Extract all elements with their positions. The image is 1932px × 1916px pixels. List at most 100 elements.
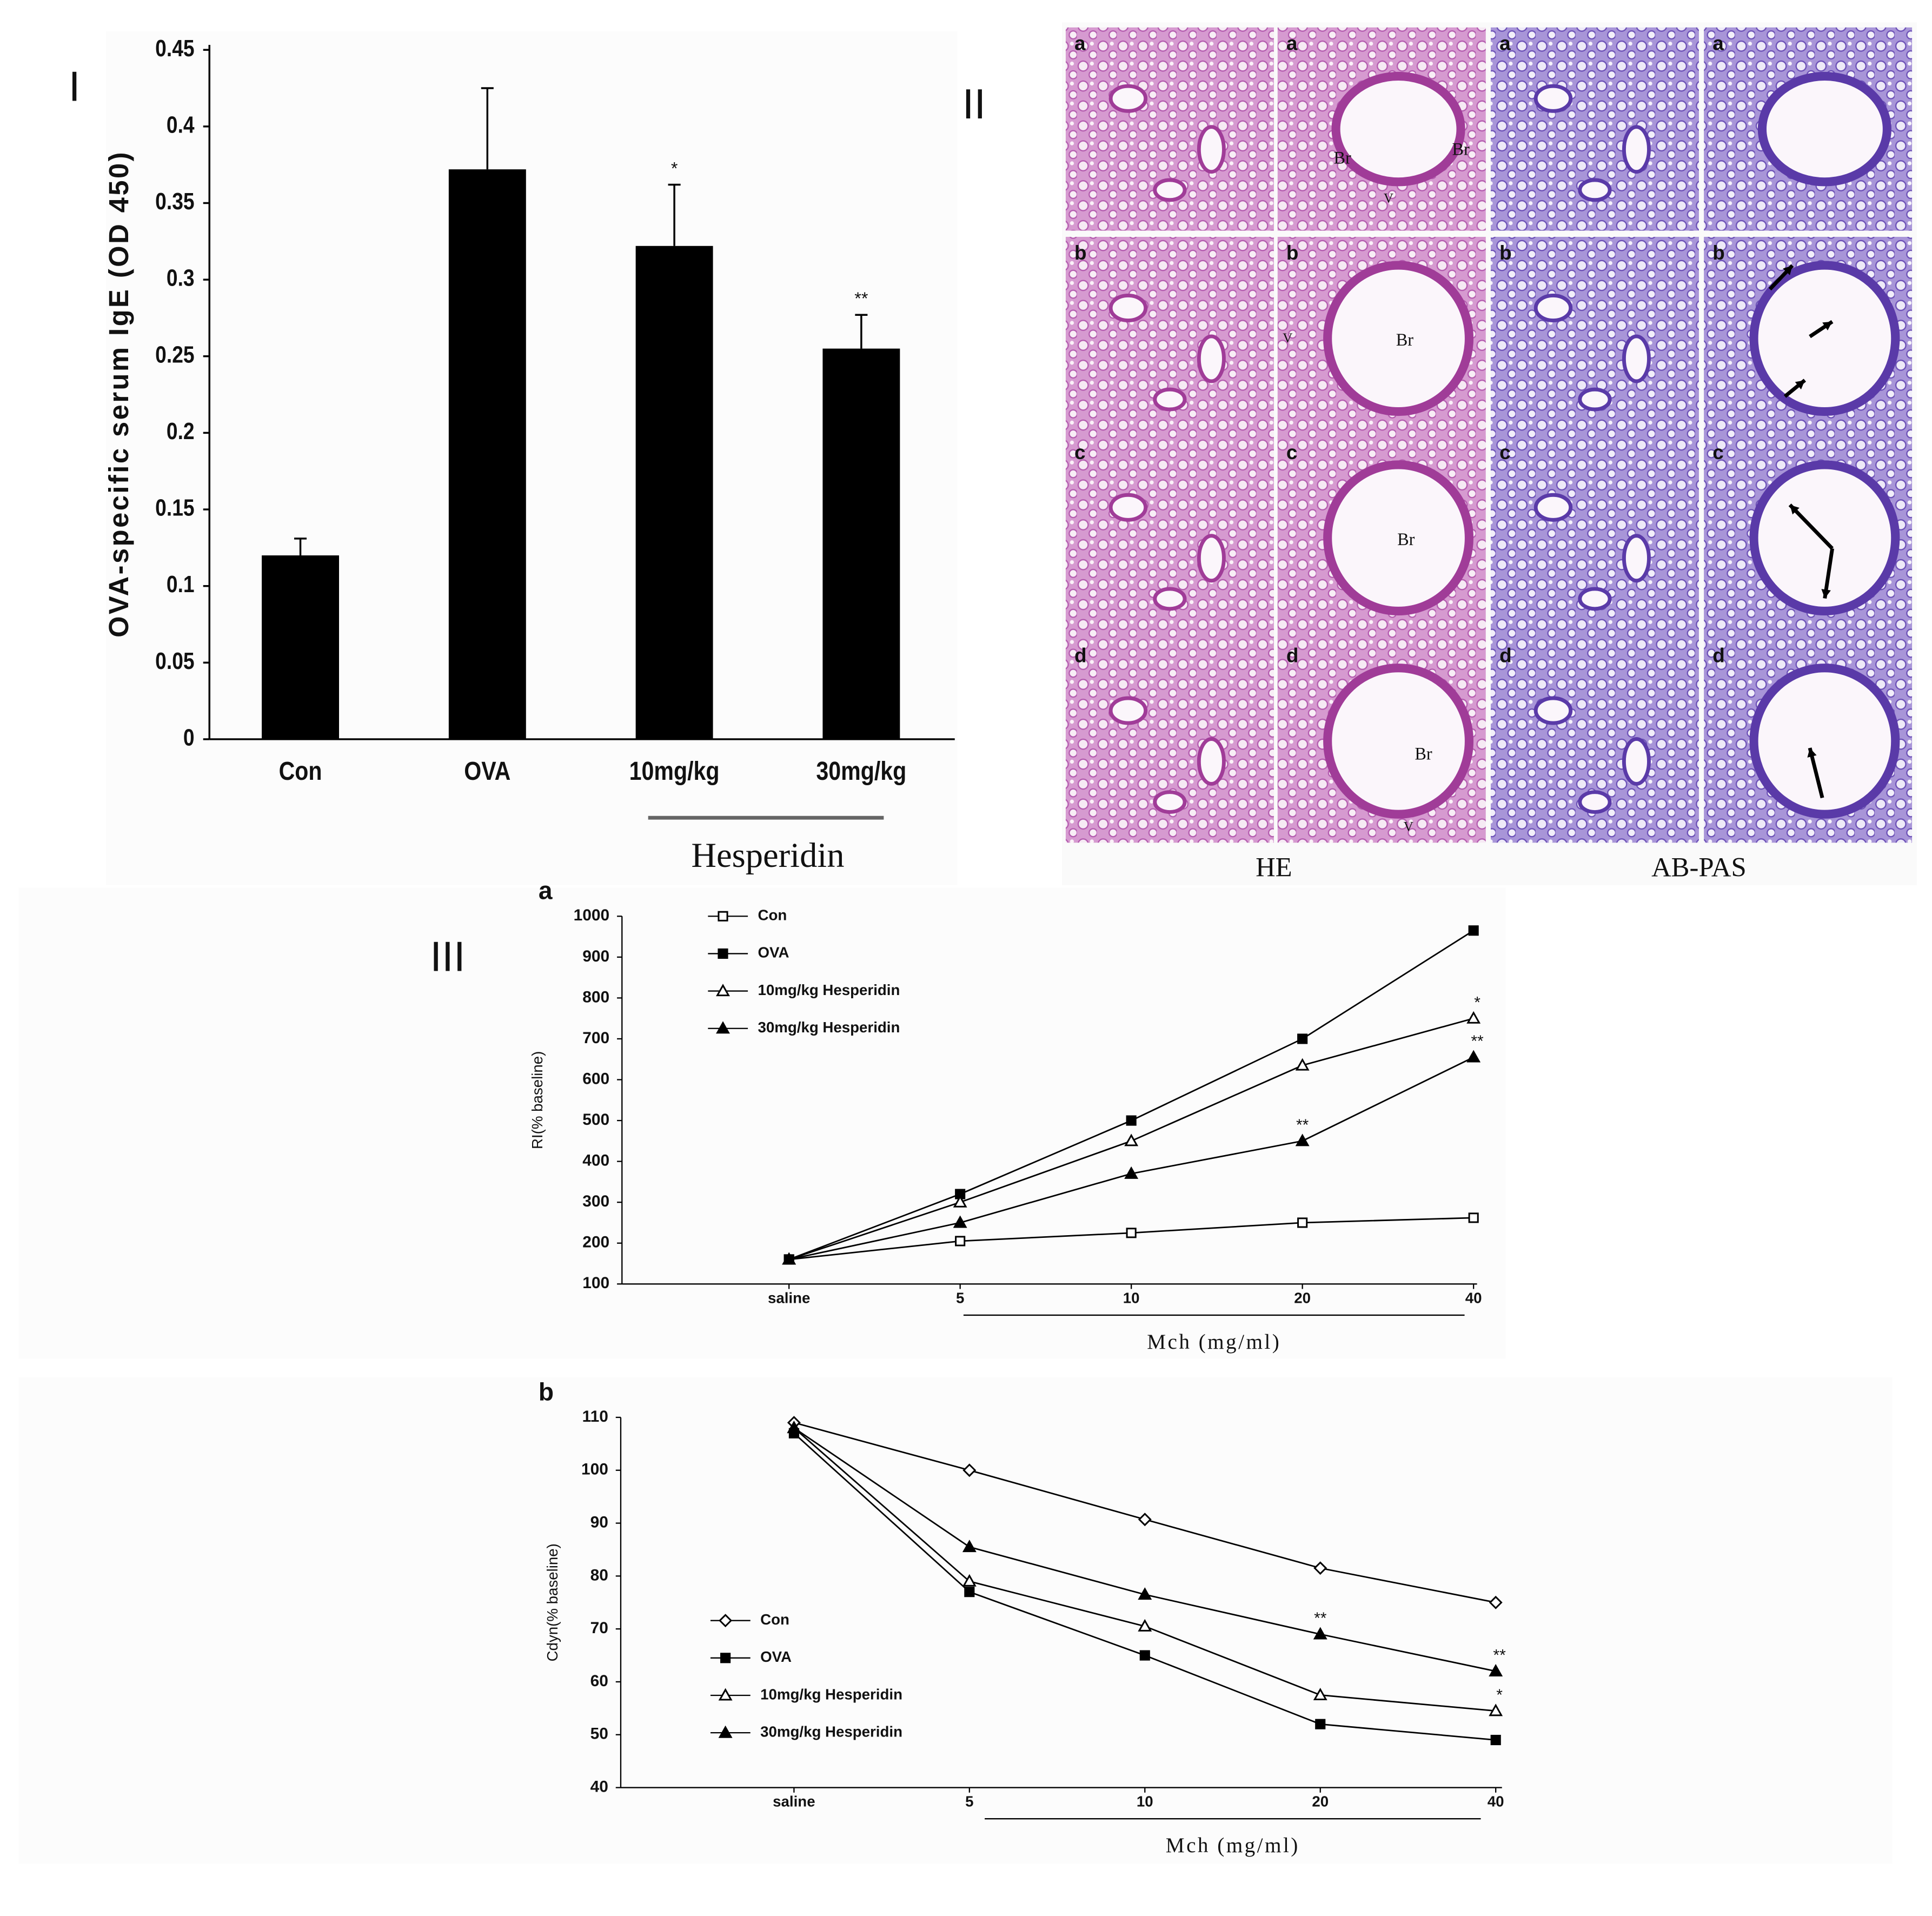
row-label: c — [1074, 441, 1086, 463]
x-tick-label: saline — [768, 1289, 810, 1306]
marker — [1466, 1011, 1481, 1024]
lumen — [1622, 534, 1651, 583]
y-tick-label: 500 — [582, 1111, 609, 1129]
y-tick-label: 90 — [590, 1513, 608, 1531]
arrow-head — [1821, 589, 1831, 599]
significance-label: * — [671, 158, 678, 178]
bronchus-label: Br — [1415, 744, 1432, 763]
marker — [962, 1540, 977, 1553]
row-label: a — [1286, 32, 1298, 55]
x-tick-label: saline — [773, 1793, 815, 1810]
row-label: b — [1074, 242, 1087, 264]
column-group-label: AB-PAS — [1651, 852, 1747, 883]
y-tick-label: 0.2 — [167, 417, 195, 445]
lumen — [1153, 790, 1187, 814]
panel-background — [18, 1377, 1893, 1864]
marker — [1468, 1212, 1479, 1223]
lumen — [1108, 696, 1148, 725]
y-tick-label: 100 — [582, 1274, 609, 1292]
marker — [953, 1195, 967, 1208]
marker — [1315, 1719, 1326, 1729]
row-label: b — [1499, 242, 1512, 264]
lumen — [1197, 125, 1226, 174]
vessel-label: V — [1283, 330, 1293, 346]
bar — [635, 246, 713, 739]
legend-marker — [718, 911, 728, 921]
legend-marker — [716, 1021, 730, 1034]
legend-label: Con — [760, 1611, 789, 1628]
panel-label: II — [962, 80, 986, 128]
y-tick-label: 100 — [581, 1461, 608, 1479]
lumen — [1197, 334, 1226, 383]
significance-label: ** — [1314, 1609, 1327, 1627]
lumen — [1197, 737, 1226, 786]
row-label: b — [1286, 242, 1299, 264]
panel-label: I — [69, 63, 81, 110]
marker — [1489, 1703, 1503, 1716]
marker — [1295, 1058, 1310, 1071]
vessel-label: V — [1384, 191, 1394, 206]
lumen — [1108, 493, 1148, 522]
marker — [964, 1587, 975, 1597]
y-tick-label: 0.4 — [167, 111, 195, 138]
marker — [1124, 1133, 1139, 1146]
legend-label: OVA — [760, 1648, 792, 1665]
significance-label: ** — [854, 289, 868, 308]
arrow-head — [1795, 380, 1805, 390]
marker — [962, 1463, 977, 1477]
lumen — [1757, 71, 1891, 187]
marker — [1126, 1228, 1137, 1238]
x-axis-label: Mch (mg/ml) — [1147, 1330, 1281, 1354]
y-tick-label: 600 — [582, 1070, 609, 1088]
y-tick-label: 0.15 — [155, 494, 194, 521]
row-label: c — [1286, 441, 1298, 463]
lumen — [1578, 587, 1612, 611]
vessel-label: V — [1404, 819, 1414, 834]
lumen — [1622, 737, 1651, 786]
marker — [1313, 1561, 1327, 1575]
significance-label: * — [1496, 1686, 1503, 1704]
y-tick-label: 0.1 — [167, 571, 195, 598]
row-label: c — [1712, 441, 1724, 463]
row-label: a — [1074, 32, 1086, 55]
x-tick-label: 10 — [1123, 1289, 1140, 1306]
marker — [1124, 1166, 1139, 1179]
y-tick-label: 700 — [582, 1029, 609, 1047]
marker — [1295, 1133, 1310, 1146]
arrow-head — [1807, 748, 1817, 758]
y-tick-label: 0.45 — [155, 35, 194, 62]
lumen — [1533, 84, 1573, 113]
x-tick-label: 40 — [1465, 1289, 1482, 1306]
row-label: b — [1712, 242, 1725, 264]
group-label: Hesperidin — [691, 836, 844, 874]
x-tick-label: 40 — [1488, 1793, 1504, 1810]
x-tick-label: 5 — [965, 1793, 973, 1810]
legend-label: 10mg/kg Hesperidin — [758, 982, 900, 998]
lumen — [1153, 587, 1187, 611]
marker — [1466, 1050, 1481, 1063]
marker — [1489, 1663, 1503, 1676]
y-axis-label: OVA-specific serum IgE (OD 450) — [103, 150, 134, 638]
row-label: a — [1712, 32, 1724, 55]
y-tick-label: 80 — [590, 1566, 608, 1584]
lumen — [1108, 84, 1148, 113]
marker — [1468, 925, 1479, 936]
lumen — [1533, 293, 1573, 322]
y-tick-label: 40 — [590, 1778, 608, 1795]
marker — [1489, 1595, 1503, 1609]
arrow-head — [1790, 505, 1800, 515]
row-label: a — [1499, 32, 1511, 55]
y-tick-label: 50 — [590, 1725, 608, 1743]
marker — [955, 1236, 966, 1247]
x-axis-label: Mch (mg/ml) — [1166, 1834, 1300, 1857]
marker — [1138, 1513, 1152, 1527]
legend-label: 30mg/kg Hesperidin — [758, 1019, 900, 1036]
y-tick-label: 300 — [582, 1192, 609, 1210]
y-tick-label: 0.35 — [155, 188, 194, 215]
x-tick-label: OVA — [464, 756, 510, 786]
row-label: d — [1712, 645, 1725, 667]
lumen — [1622, 125, 1651, 174]
marker — [782, 1252, 796, 1265]
bronchus-label: Br — [1397, 529, 1415, 549]
